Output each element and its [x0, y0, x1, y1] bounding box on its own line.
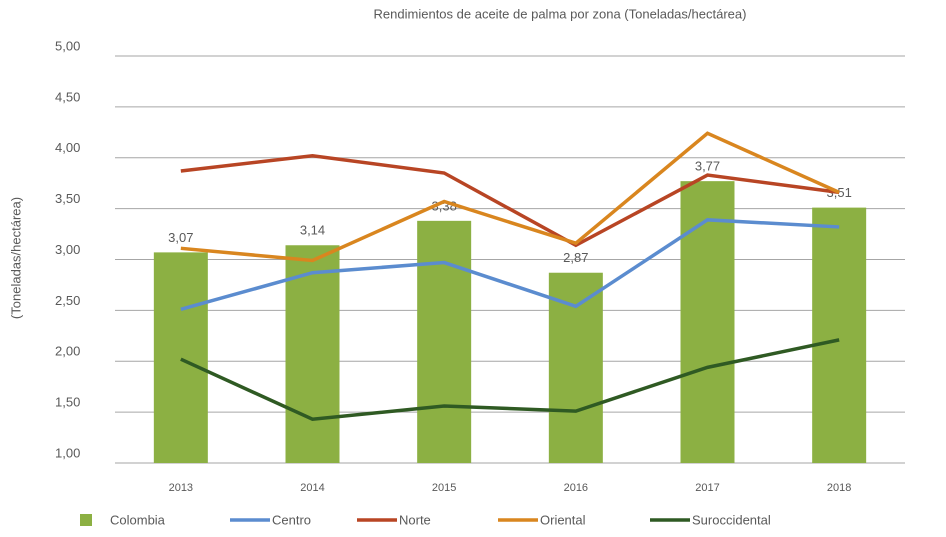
- y-tick-label: 2,50: [55, 293, 80, 308]
- bar: [153, 252, 208, 463]
- legend-label: Norte: [399, 512, 431, 527]
- y-tick-label: 1,00: [55, 445, 80, 460]
- bar: [285, 245, 340, 463]
- data-label: 2,87: [563, 250, 588, 265]
- x-tick-label: 2014: [300, 482, 324, 494]
- y-tick-label: 1,50: [55, 395, 80, 410]
- line: [180, 153, 840, 248]
- line: [180, 131, 840, 263]
- x-tick-label: 2018: [827, 482, 851, 494]
- legend-label: Centro: [272, 512, 311, 527]
- legend-label: Colombia: [110, 512, 166, 527]
- y-tick-label: 4,50: [55, 89, 80, 104]
- line: [180, 218, 840, 312]
- legend-swatch: [80, 514, 92, 526]
- x-tick-label: 2015: [432, 482, 456, 494]
- chart-title: Rendimientos de aceite de palma por zona…: [374, 6, 747, 21]
- y-tick-label: 2,00: [55, 344, 80, 359]
- y-axis-label: (Toneladas/hectárea): [8, 197, 23, 319]
- legend-label: Oriental: [540, 512, 586, 527]
- x-tick-label: 2016: [564, 482, 588, 494]
- x-tick-label: 2017: [695, 482, 719, 494]
- y-tick-label: 4,00: [55, 140, 80, 155]
- bar: [680, 181, 735, 463]
- data-label: 3,07: [168, 230, 193, 245]
- y-tick-label: 3,50: [55, 191, 80, 206]
- y-tick-label: 5,00: [55, 38, 80, 53]
- x-tick-label: 2013: [169, 482, 193, 494]
- legend-label: Suroccidental: [692, 512, 771, 527]
- data-label: 3,77: [695, 159, 720, 174]
- y-tick-label: 3,00: [55, 242, 80, 257]
- bar: [417, 220, 472, 463]
- line: [180, 338, 840, 422]
- data-label: 3,14: [300, 223, 325, 238]
- bar: [812, 207, 867, 463]
